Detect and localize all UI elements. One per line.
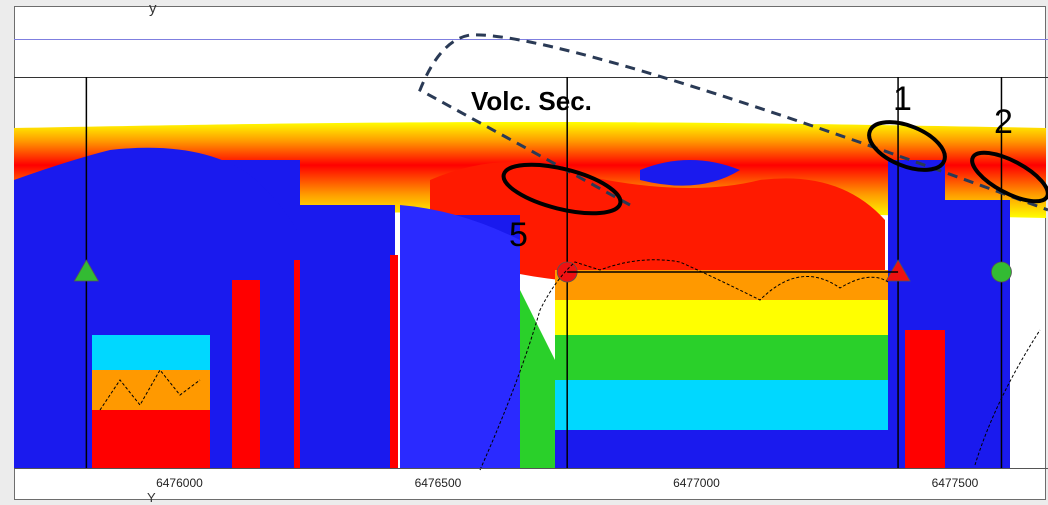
annotation-shapes [418,33,1048,216]
annotation-label-1: 1 [893,80,912,118]
well-marker-triangle [73,259,100,282]
red-column [232,280,260,468]
x-axis-label: Y [147,490,156,505]
volcanic-section-envelope [418,33,1048,212]
red-column [294,260,300,468]
red-column [390,255,398,468]
annotation-ellipse-5 [501,162,623,216]
volcanic-section-label: Volc. Sec. [471,86,592,116]
section-lines [73,77,1041,471]
log-curve [974,329,1041,466]
annotation-label-5: 5 [509,216,528,254]
resistive-block [14,147,300,468]
well-marker-circle [991,261,1012,283]
top-panel-separator [14,39,1048,40]
central-layer [555,270,888,300]
central-layer [555,300,888,335]
x-axis-line [14,468,1048,469]
x-tick-label: 6477000 [673,476,720,490]
column-cap [92,335,210,370]
y-axis-label: y [149,0,157,17]
annotation-ellipse-2 [970,150,1048,204]
resistivity-heatmap [14,122,1046,468]
annotation-ellipse-1 [867,120,947,172]
red-column [905,330,945,468]
x-tick-label: 6476000 [156,476,203,490]
resistive-block [945,200,1010,468]
x-tick-label: 6477500 [931,476,979,490]
central-layer [555,380,888,430]
central-layer [555,430,888,468]
resistive-block [300,205,395,468]
x-tick-label: 6476500 [414,476,462,490]
resistive-lens [640,160,740,186]
log-curve [99,369,201,411]
well-marker-triangle [885,259,911,282]
plot-top-border [14,77,1048,78]
resistive-block [400,205,520,468]
central-layer [555,335,888,380]
column-cap [92,370,210,410]
log-curve [479,259,889,471]
central-conductor [430,162,885,300]
annotation-label-2: 2 [994,103,1013,141]
